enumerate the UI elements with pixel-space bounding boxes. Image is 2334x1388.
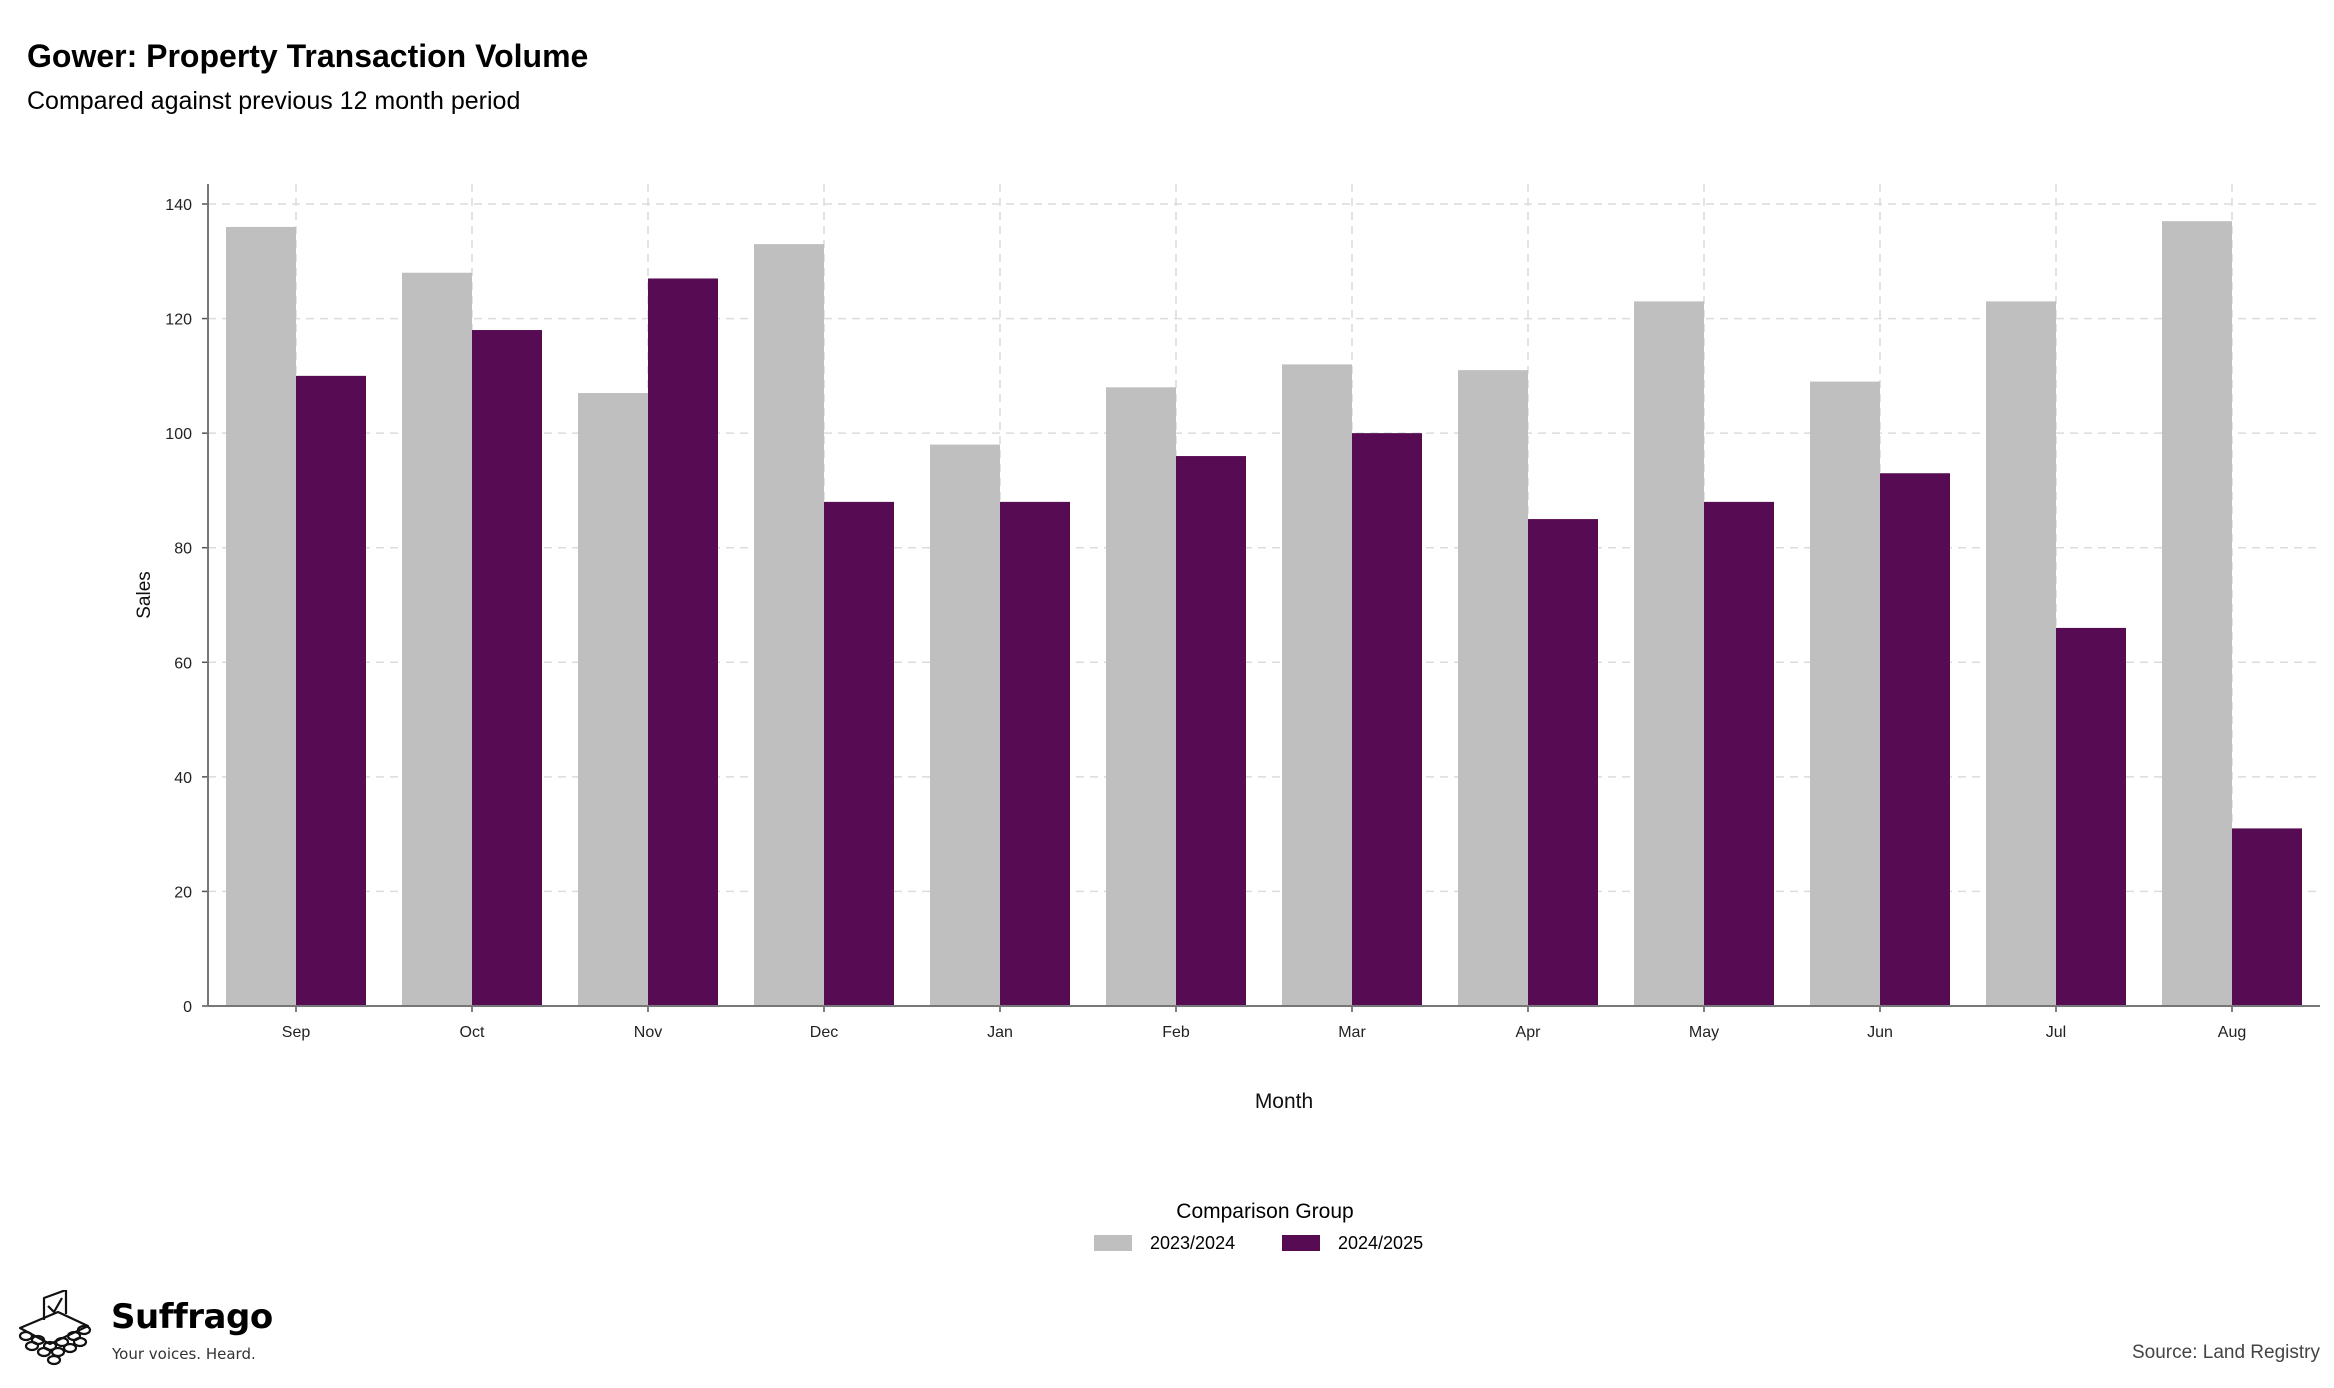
- bar-2023-2024-feb: [1106, 387, 1176, 1006]
- x-tick-label: Dec: [810, 1024, 838, 1041]
- bar-2023-2024-jun: [1810, 381, 1880, 1007]
- x-tick-label: Mar: [1338, 1024, 1366, 1041]
- bar-2023-2024-may: [1634, 301, 1704, 1006]
- bar-2023-2024-jan: [930, 444, 1000, 1007]
- x-tick-label: Jul: [2046, 1024, 2066, 1041]
- bar-2023-2024-sep: [226, 226, 296, 1006]
- brand-name: Suffrago: [111, 1297, 273, 1337]
- bar-2023-2024-jul: [1986, 301, 2056, 1006]
- bar-2023-2024-apr: [1458, 370, 1528, 1007]
- x-tick-label: Aug: [2218, 1024, 2246, 1041]
- x-tick-label: Jun: [1867, 1024, 1893, 1041]
- x-axis-label: Month: [1255, 1090, 1313, 1113]
- legend-swatch: [1094, 1235, 1132, 1251]
- legend-swatch: [1282, 1235, 1320, 1251]
- x-tick-label: Jan: [987, 1024, 1013, 1041]
- legend-title: Comparison Group: [1176, 1200, 1354, 1223]
- bar-2024-2025-may: [1704, 501, 1774, 1006]
- brand-tagline: Your voices. Heard.: [112, 1345, 256, 1363]
- bar-2023-2024-nov: [578, 393, 648, 1006]
- bar-2023-2024-aug: [2162, 221, 2232, 1006]
- bar-2023-2024-dec: [754, 244, 824, 1007]
- legend-item-2024-2025: 2024/2025: [1282, 1232, 1423, 1254]
- y-tick-label: 120: [165, 312, 192, 329]
- bar-2023-2024-oct: [402, 272, 472, 1006]
- bar-2024-2025-mar: [1352, 433, 1422, 1007]
- ballot-box-icon: [18, 1290, 92, 1366]
- bar-2023-2024-mar: [1282, 364, 1352, 1006]
- y-tick-label: 100: [165, 426, 192, 443]
- y-tick-label: 80: [174, 541, 192, 558]
- legend-label: 2024/2025: [1338, 1232, 1424, 1253]
- bar-2024-2025-jul: [2056, 627, 2126, 1006]
- legend-label: 2023/2024: [1150, 1232, 1236, 1253]
- x-tick-label: Sep: [282, 1024, 311, 1041]
- bar-2024-2025-jan: [1000, 501, 1070, 1006]
- chart-subtitle: Compared against previous 12 month perio…: [27, 87, 521, 115]
- y-tick-label: 20: [174, 884, 192, 901]
- y-tick-label: 0: [183, 999, 192, 1016]
- chart-title: Gower: Property Transaction Volume: [27, 38, 589, 74]
- x-tick-label: Feb: [1162, 1024, 1190, 1041]
- legend-item-2023-2024: 2023/2024: [1094, 1232, 1235, 1254]
- x-tick-label: Nov: [634, 1024, 662, 1041]
- bar-2024-2025-apr: [1528, 519, 1598, 1006]
- bar-2024-2025-sep: [296, 375, 366, 1006]
- bar-2024-2025-dec: [824, 501, 894, 1006]
- bar-2024-2025-feb: [1176, 456, 1246, 1006]
- x-tick-label: May: [1689, 1024, 1719, 1041]
- y-tick-label: 60: [174, 655, 192, 672]
- x-tick-label: Apr: [1516, 1024, 1542, 1041]
- source-note: Source: Land Registry: [2132, 1342, 2320, 1363]
- y-tick-label: 40: [174, 770, 192, 787]
- bar-2024-2025-nov: [648, 278, 718, 1006]
- bar-chart: 0 20 40 60 80 100 120 140 Sep Oct Nov Dec Jan Feb Mar A…: [134, 184, 2320, 1113]
- bar-2024-2025-aug: [2232, 828, 2302, 1006]
- bar-2024-2025-oct: [472, 330, 542, 1006]
- y-axis-label: Sales: [134, 571, 155, 619]
- y-tick-label: 140: [165, 197, 192, 214]
- bar-2024-2025-jun: [1880, 473, 1950, 1006]
- x-tick-label: Oct: [460, 1024, 485, 1041]
